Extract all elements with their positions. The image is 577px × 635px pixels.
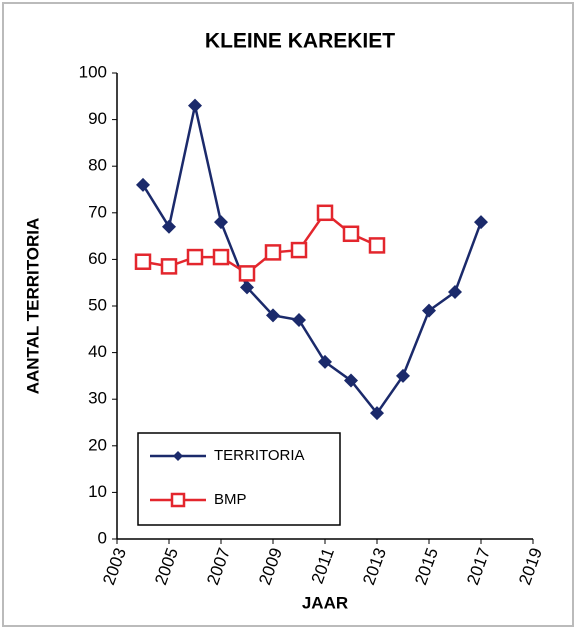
series [134, 204, 386, 282]
legend-label: TERRITORIA [214, 447, 305, 464]
legend-box [137, 432, 341, 526]
marker [318, 354, 332, 369]
legend-marker [170, 492, 186, 508]
marker [214, 215, 228, 230]
series-line [142, 210, 378, 275]
y-tick-label: 0 [98, 528, 107, 547]
marker [264, 244, 282, 261]
y-tick-label: 70 [88, 202, 107, 221]
series-line [141, 105, 483, 416]
marker [212, 248, 230, 266]
marker [188, 98, 202, 113]
x-axis-label: JAAR [302, 593, 348, 612]
y-tick-label: 80 [88, 156, 107, 175]
marker [162, 219, 176, 234]
marker [292, 312, 306, 327]
legend: TERRITORIA BMP [137, 432, 341, 526]
marker [266, 308, 280, 323]
marker [342, 225, 360, 243]
y-tick-label: 30 [88, 389, 107, 408]
marker [240, 280, 254, 295]
marker [186, 248, 204, 266]
frame [2, 2, 574, 627]
marker [160, 258, 178, 275]
marker [238, 265, 256, 282]
marker [368, 237, 386, 254]
y-tick-label: 100 [79, 62, 107, 81]
marker [316, 204, 334, 222]
y-tick-label: 40 [88, 342, 107, 361]
y-tick-label: 10 [88, 482, 107, 501]
y-tick-label: 20 [88, 435, 107, 454]
marker [134, 253, 152, 270]
marker [370, 406, 384, 421]
y-tick-label: 60 [88, 249, 107, 268]
legend-marker [173, 451, 183, 461]
y-tick-label: 50 [88, 295, 107, 314]
y-tick-label: 90 [88, 109, 107, 128]
legend-label: BMP [214, 491, 247, 508]
marker [136, 177, 150, 192]
marker [448, 285, 462, 300]
series [136, 98, 488, 421]
marker [290, 241, 308, 259]
marker [474, 215, 488, 230]
marker [422, 303, 436, 318]
chart-title: KLEINE KAREKIET [205, 30, 395, 53]
y-axis-label: AANTAL TERRITORIA [23, 218, 42, 395]
marker [396, 368, 410, 383]
marker [344, 373, 358, 388]
